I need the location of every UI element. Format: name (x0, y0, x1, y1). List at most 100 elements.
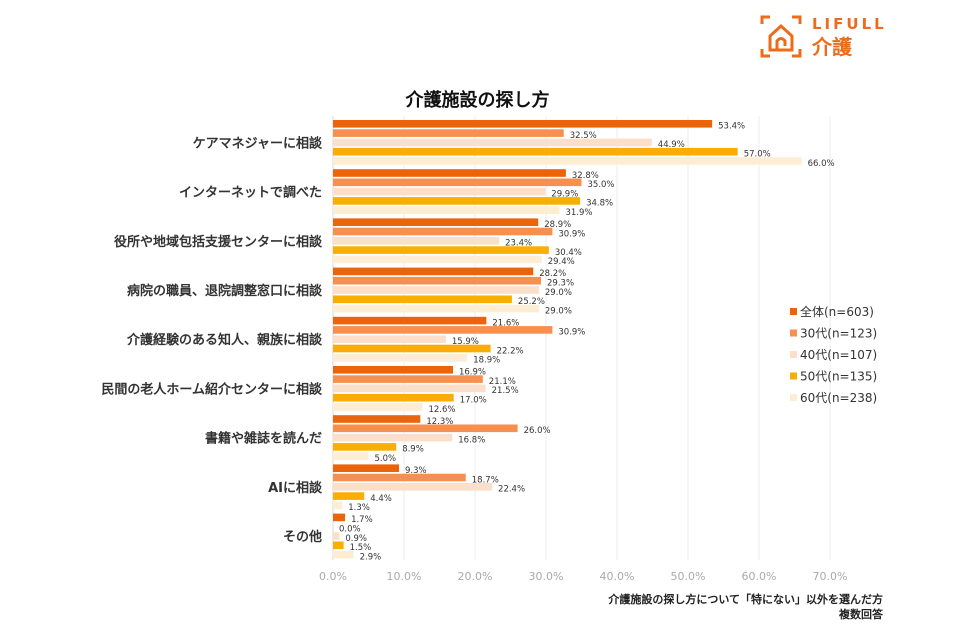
legend-label: 全体(n=603) (800, 304, 874, 319)
value-label: 32.5% (570, 131, 597, 141)
footnote-line-2: 複数回答 (839, 608, 883, 621)
bar (333, 464, 400, 472)
legend-label: 40代(n=107) (800, 348, 877, 362)
value-label: 0.9% (345, 534, 367, 544)
bar (333, 147, 738, 156)
bar (333, 197, 581, 205)
value-label: 1.5% (350, 543, 372, 553)
x-axis-ticks: 0.0% 10.0% 20.0% 30.0% 40.0% 50.0% 60.0% 70.0% (319, 570, 847, 583)
legend-swatch (790, 394, 797, 401)
legend: 全体(n=603) 30代(n=123) 40代(n=107) 50代(n=135) 6… (790, 304, 877, 405)
bars (333, 120, 802, 559)
value-label: 28.9% (544, 220, 571, 230)
value-label: 34.8% (586, 199, 613, 209)
value-label: 12.6% (428, 405, 455, 415)
value-label: 29.9% (551, 189, 578, 199)
bar (333, 541, 344, 550)
value-label: 4.4% (370, 494, 392, 504)
value-label: 26.0% (524, 426, 551, 436)
bar (333, 550, 354, 559)
value-label: 12.3% (426, 417, 453, 427)
bar (333, 335, 446, 343)
category-labels: ケアマネジャーに相談インターネットで調べた役所や地域包括支援センターに相談病院の… (101, 135, 323, 545)
legend-label: 30代(n=123) (800, 327, 877, 341)
bar (333, 120, 713, 128)
bar (333, 295, 512, 304)
bar (333, 483, 493, 491)
legend-swatch (790, 308, 797, 315)
bar (333, 473, 466, 482)
bar (333, 304, 539, 313)
bar (333, 424, 518, 433)
bar (333, 206, 560, 214)
bar (333, 384, 486, 393)
category-label: 書籍や雑誌を読んだ (205, 431, 322, 447)
bar (333, 375, 483, 383)
value-label: 18.9% (473, 356, 500, 366)
value-label: 5.0% (375, 454, 397, 464)
bar (333, 501, 343, 510)
bar (333, 532, 340, 540)
category-label: 介護経験のある知人、親族に相談 (126, 332, 323, 348)
value-label: 22.2% (497, 346, 524, 356)
value-label: 18.7% (472, 475, 499, 485)
logo-text-en: LIFULL (812, 15, 887, 33)
value-label: 44.9% (658, 140, 685, 150)
value-labels: 53.4% 32.5% 44.9% 57.0% 66.0% 32.8%35.0% 29.9%… (339, 122, 835, 563)
value-label: 16.8% (458, 435, 485, 445)
x-tick-label: 10.0% (387, 570, 422, 583)
value-label: 32.8% (572, 171, 599, 181)
x-tick-label: 70.0% (813, 570, 848, 583)
value-label: 21.6% (492, 318, 519, 328)
bar (333, 157, 802, 165)
bar (333, 403, 423, 411)
bar (333, 129, 564, 137)
bar (333, 366, 453, 374)
category-label: 民間の老人ホーム紹介センターに相談 (101, 381, 323, 397)
house-frame-icon (760, 15, 802, 58)
bar (333, 237, 500, 245)
value-label: 15.9% (452, 337, 479, 347)
bar (333, 344, 491, 353)
bar (333, 255, 542, 264)
legend-label: 60代(n=238) (800, 391, 877, 405)
x-tick-label: 40.0% (600, 570, 635, 583)
value-label: 29.3% (547, 279, 574, 289)
value-label: 25.2% (518, 297, 545, 307)
lifull-kaigo-logo: LIFULL 介護 (760, 14, 920, 60)
x-tick-label: 60.0% (742, 570, 777, 583)
bar (333, 267, 534, 276)
x-tick-label: 50.0% (671, 570, 706, 583)
value-label: 1.3% (348, 503, 370, 513)
value-label: 29.4% (548, 257, 575, 267)
legend-label: 50代(n=135) (800, 370, 877, 384)
value-label: 23.4% (505, 239, 532, 249)
legend-swatch (790, 372, 797, 380)
value-label: 22.4% (498, 485, 525, 495)
value-label: 8.9% (402, 445, 424, 455)
value-label: 1.7% (351, 515, 373, 525)
value-label: 16.9% (459, 368, 486, 378)
x-tick-label: 30.0% (529, 570, 564, 583)
bar (333, 443, 397, 451)
value-label: 21.1% (489, 377, 516, 387)
value-label: 9.3% (405, 466, 427, 476)
category-label: 役所や地域包括支援センターに相談 (114, 234, 323, 250)
value-label: 2.9% (360, 552, 382, 562)
legend-swatch (790, 329, 797, 337)
chart-title: 介護施設の探し方 (405, 90, 550, 111)
bar (333, 415, 421, 423)
category-label: AIに相談 (268, 480, 323, 496)
bar (333, 246, 549, 254)
value-label: 66.0% (808, 159, 835, 169)
footnote-line-1: 介護施設の探し方について「特にない」以外を選んだ方 (608, 593, 883, 606)
bar (333, 286, 539, 294)
x-tick-label: 0.0% (319, 570, 347, 583)
logo-text-jp: 介護 (811, 35, 853, 59)
bar (333, 276, 542, 285)
value-label: 17.0% (460, 396, 487, 406)
value-label: 53.4% (718, 122, 745, 132)
value-label: 30.4% (555, 248, 582, 258)
value-label: 35.0% (588, 180, 615, 190)
